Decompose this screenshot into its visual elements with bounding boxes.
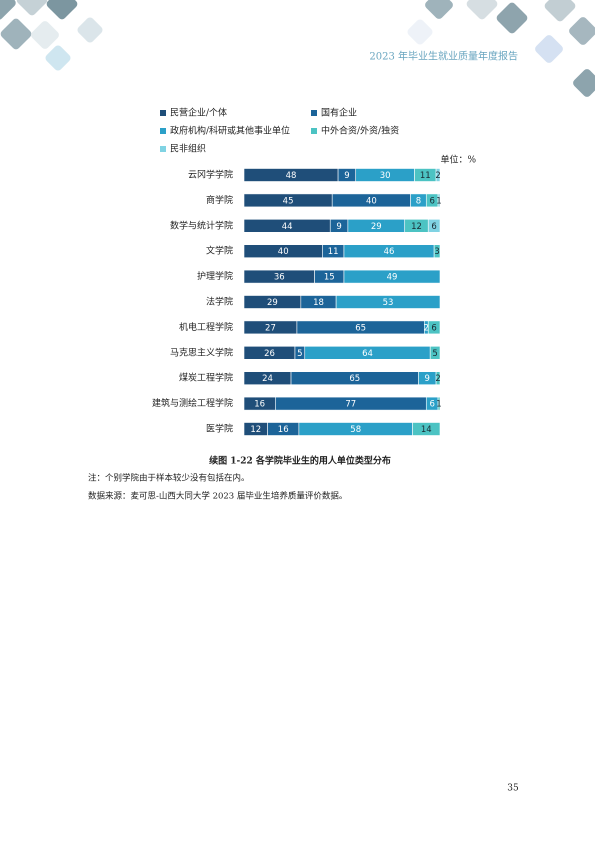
value-label: 6 xyxy=(429,400,434,410)
value-label: 1 xyxy=(436,400,441,410)
category-label: 医学院 xyxy=(206,423,233,435)
note: 数据来源：麦可思-山西大同大学 2023 届毕业生培养质量评价数据。 xyxy=(88,491,347,502)
value-label: 65 xyxy=(355,323,366,333)
value-label: 49 xyxy=(387,273,398,283)
bar-segment xyxy=(335,295,441,309)
value-label: 16 xyxy=(254,400,265,410)
value-label: 1 xyxy=(436,196,441,206)
category-label: 数学与统计学院 xyxy=(170,219,233,231)
bar-segment xyxy=(412,422,441,436)
category-label: 护理学院 xyxy=(197,270,233,282)
value-label: 58 xyxy=(350,425,361,435)
bar-segment xyxy=(433,244,441,258)
value-label: 18 xyxy=(313,298,324,308)
value-label: 12 xyxy=(411,222,422,232)
legend-swatch xyxy=(160,128,166,134)
value-label: 9 xyxy=(336,222,341,232)
category-label: 煤炭工程学院 xyxy=(179,372,233,384)
legend-swatch xyxy=(160,110,166,116)
legend-label: 中外合资/外资/独资 xyxy=(321,125,399,137)
category-label: 云冈学学院 xyxy=(188,169,233,181)
legend-swatch xyxy=(311,128,317,134)
value-label: 64 xyxy=(362,349,373,359)
value-label: 6 xyxy=(429,196,434,206)
value-label: 40 xyxy=(366,196,377,206)
value-label: 3 xyxy=(434,247,439,257)
unit-label: 单位：% xyxy=(440,154,476,166)
value-label: 8 xyxy=(416,196,421,206)
value-label: 9 xyxy=(425,374,430,384)
value-label: 9 xyxy=(344,171,349,181)
value-label: 53 xyxy=(383,298,394,308)
decoration-left xyxy=(0,0,103,71)
value-label: 5 xyxy=(297,349,302,359)
bar-segment xyxy=(435,371,441,386)
bar-segment xyxy=(437,396,441,411)
value-label: 45 xyxy=(283,196,294,206)
bar-segment xyxy=(427,219,441,233)
value-label: 15 xyxy=(324,273,335,283)
legend-label: 政府机构/科研或其他事业单位 xyxy=(170,125,290,137)
value-label: 2 xyxy=(424,323,429,333)
legend-label: 民非组织 xyxy=(170,143,206,155)
header-title: 2023 年毕业生就业质量年度报告 xyxy=(369,50,518,63)
value-label: 77 xyxy=(345,400,356,410)
decoration-right xyxy=(407,0,595,97)
legend-swatch xyxy=(311,110,317,116)
value-label: 24 xyxy=(262,374,273,384)
value-label: 2 xyxy=(435,171,440,181)
category-label: 文学院 xyxy=(206,245,233,257)
value-label: 26 xyxy=(264,349,275,359)
value-label: 5 xyxy=(432,349,437,359)
value-label: 2 xyxy=(435,374,440,384)
value-label: 46 xyxy=(384,247,395,257)
bar-segment xyxy=(437,193,441,208)
category-label: 商学院 xyxy=(206,194,233,206)
bar-segment xyxy=(343,269,441,284)
value-label: 65 xyxy=(349,374,360,384)
note: 注：个别学院由于样本较少没有包括在内。 xyxy=(88,473,250,484)
legend-swatch xyxy=(160,146,166,152)
legend-label: 民营企业/个体 xyxy=(170,107,227,119)
value-label: 30 xyxy=(380,171,391,181)
value-label: 40 xyxy=(278,247,289,257)
value-label: 11 xyxy=(420,171,431,181)
value-label: 36 xyxy=(274,273,285,283)
value-label: 44 xyxy=(282,222,293,232)
bar-segment xyxy=(427,320,441,335)
value-label: 29 xyxy=(267,298,278,308)
value-label: 11 xyxy=(328,247,339,257)
category-label: 法学院 xyxy=(206,296,233,308)
value-label: 12 xyxy=(250,425,261,435)
value-label: 27 xyxy=(265,323,276,333)
category-label: 机电工程学院 xyxy=(179,321,233,333)
value-label: 16 xyxy=(278,425,289,435)
category-label: 马克思主义学院 xyxy=(170,346,233,358)
value-label: 29 xyxy=(371,222,382,232)
value-label: 48 xyxy=(286,171,297,181)
page-number: 35 xyxy=(507,784,519,794)
value-label: 6 xyxy=(431,323,436,333)
bar-segment xyxy=(429,345,441,360)
category-label: 建筑与测绘工程学院 xyxy=(152,397,233,409)
caption: 续图 1-22 各学院毕业生的用人单位类型分布 xyxy=(209,455,391,467)
bar-segment xyxy=(435,168,441,182)
value-label: 6 xyxy=(431,222,436,232)
legend-label: 国有企业 xyxy=(321,107,357,119)
value-label: 14 xyxy=(421,425,432,435)
